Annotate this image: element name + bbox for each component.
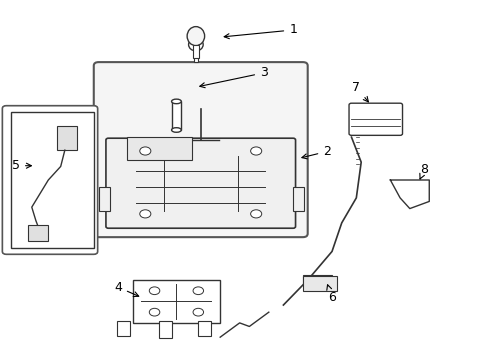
Ellipse shape	[171, 99, 181, 104]
Ellipse shape	[188, 39, 203, 51]
Circle shape	[250, 147, 261, 155]
Circle shape	[193, 308, 203, 316]
Text: 2: 2	[301, 145, 330, 159]
Bar	[126, 137, 191, 161]
Bar	[132, 280, 220, 323]
Bar	[99, 187, 110, 211]
Bar	[193, 45, 199, 58]
Bar	[11, 112, 94, 248]
Bar	[198, 321, 211, 336]
Bar	[292, 187, 304, 211]
Text: 7: 7	[352, 81, 367, 102]
Text: 5: 5	[12, 159, 31, 172]
Circle shape	[140, 210, 150, 218]
Circle shape	[140, 147, 150, 155]
FancyBboxPatch shape	[94, 62, 307, 237]
Text: 3: 3	[200, 66, 267, 88]
FancyBboxPatch shape	[348, 103, 402, 135]
Text: 4: 4	[114, 281, 139, 297]
Text: 1: 1	[224, 23, 296, 39]
Circle shape	[149, 308, 160, 316]
Bar	[57, 126, 77, 150]
Bar	[302, 276, 336, 291]
Ellipse shape	[171, 128, 181, 132]
Circle shape	[149, 287, 160, 294]
Bar	[171, 102, 181, 130]
Polygon shape	[389, 180, 428, 208]
Bar	[302, 275, 331, 284]
Circle shape	[193, 287, 203, 294]
FancyBboxPatch shape	[2, 106, 98, 254]
Bar	[28, 225, 48, 241]
Bar	[117, 321, 130, 336]
Circle shape	[250, 210, 261, 218]
FancyArrow shape	[194, 48, 198, 62]
FancyBboxPatch shape	[106, 138, 295, 228]
Text: 8: 8	[419, 163, 427, 179]
Ellipse shape	[187, 27, 204, 46]
Bar	[159, 321, 172, 338]
Text: 6: 6	[326, 285, 335, 305]
